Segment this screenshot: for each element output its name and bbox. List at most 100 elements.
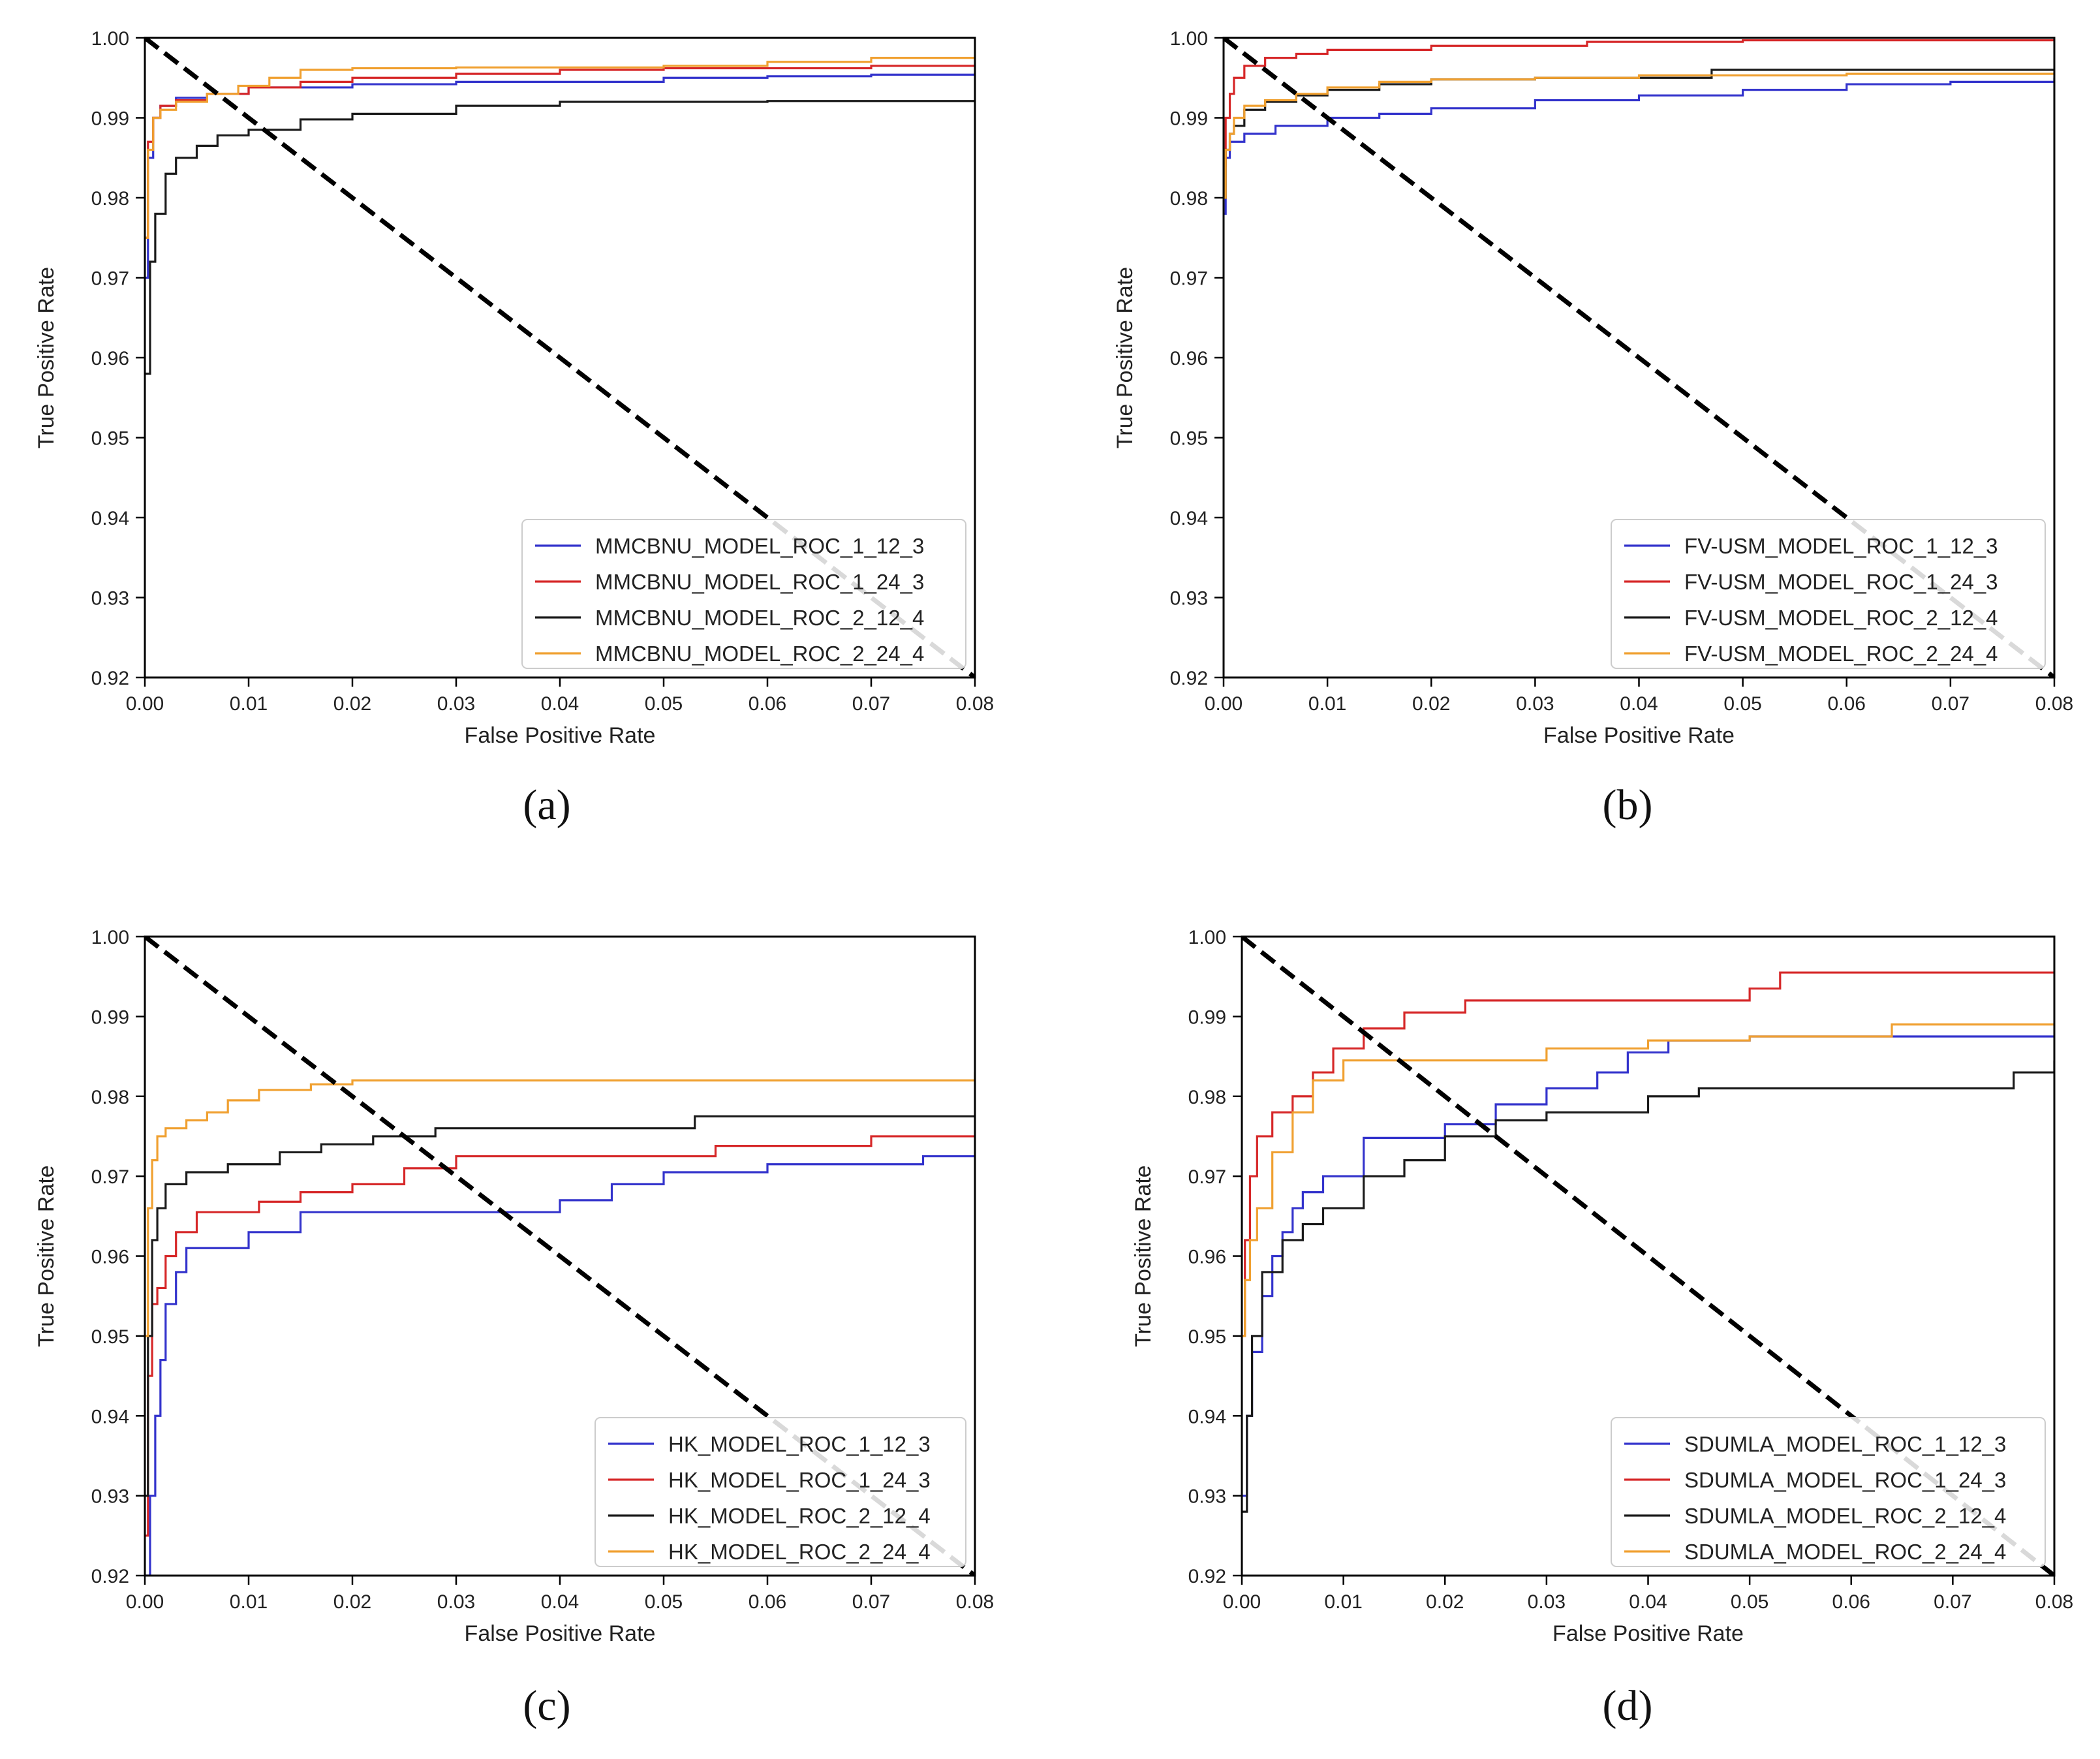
legend-entry: SDUMLA_MODEL_ROC_2_12_4 xyxy=(1684,1504,2006,1528)
legend-entry: MMCBNU_MODEL_ROC_2_12_4 xyxy=(595,606,924,630)
legend-entry: HK_MODEL_ROC_1_24_3 xyxy=(668,1468,931,1492)
x-tick-label: 0.04 xyxy=(541,693,579,715)
panel-caption: (d) xyxy=(1603,1682,1653,1730)
roc-curve-4 xyxy=(1224,72,2054,199)
y-tick-label: 1.00 xyxy=(1170,28,1208,50)
y-tick-label: 0.93 xyxy=(91,588,129,610)
y-tick-label: 0.98 xyxy=(91,188,129,210)
x-tick-label: 0.07 xyxy=(1932,693,1969,715)
y-tick-label: 0.97 xyxy=(91,1166,129,1188)
y-tick-label: 0.94 xyxy=(91,508,129,529)
x-tick-label: 0.02 xyxy=(1412,693,1450,715)
x-tick-label: 0.07 xyxy=(852,693,890,715)
roc-panel-c: 0.00 0.01 0.02 0.03 0.04 0.05 0.06 0.07 0.08 0.92… xyxy=(34,927,994,1730)
y-tick-label: 1.00 xyxy=(91,927,129,948)
y-axis-label: True Positive Rate xyxy=(34,1165,59,1346)
x-tick-label: 0.07 xyxy=(1934,1591,1971,1613)
roc-curve-3 xyxy=(145,1115,975,1497)
roc-curve-2 xyxy=(1242,971,2054,1337)
y-tick-label: 0.99 xyxy=(1170,108,1208,130)
legend-entry: SDUMLA_MODEL_ROC_1_12_3 xyxy=(1684,1432,2006,1456)
roc-curve-4 xyxy=(145,57,975,239)
legend-entry: MMCBNU_MODEL_ROC_1_24_3 xyxy=(595,570,924,594)
x-tick-label: 0.08 xyxy=(2035,693,2073,715)
y-tick-label: 0.99 xyxy=(1188,1006,1226,1028)
roc-curve-1 xyxy=(1224,78,2054,215)
y-tick-label: 0.97 xyxy=(91,268,129,290)
x-tick-label: 0.02 xyxy=(333,1591,371,1613)
x-tick-label: 0.03 xyxy=(1528,1591,1566,1613)
y-tick-label: 0.92 xyxy=(1188,1566,1226,1587)
y-tick-label: 0.96 xyxy=(1188,1247,1226,1268)
y-tick-label: 0.93 xyxy=(1188,1486,1226,1508)
x-tick-label: 0.00 xyxy=(126,1591,164,1613)
y-tick-label: 0.95 xyxy=(91,428,129,450)
legend-entry: SDUMLA_MODEL_ROC_1_24_3 xyxy=(1684,1468,2006,1492)
x-tick-label: 0.02 xyxy=(333,693,371,715)
roc-curve-4 xyxy=(145,1072,975,1337)
y-tick-label: 0.95 xyxy=(91,1326,129,1348)
x-tick-label: 0.01 xyxy=(230,1591,268,1613)
x-tick-label: 0.00 xyxy=(1223,1591,1261,1613)
legend-entry: HK_MODEL_ROC_1_12_3 xyxy=(668,1432,931,1456)
legend-entry: HK_MODEL_ROC_2_12_4 xyxy=(668,1504,931,1528)
y-axis-label: True Positive Rate xyxy=(1113,267,1137,448)
legend-entry: MMCBNU_MODEL_ROC_2_24_4 xyxy=(595,642,924,666)
x-tick-label: 0.03 xyxy=(1516,693,1554,715)
x-tick-label: 0.07 xyxy=(852,1591,890,1613)
y-tick-label: 0.95 xyxy=(1170,428,1208,450)
panel-caption: (b) xyxy=(1603,781,1653,829)
roc-panel-a: 0.00 0.01 0.02 0.03 0.04 0.05 0.06 0.07 0.08 0.92… xyxy=(34,28,994,829)
x-tick-label: 0.06 xyxy=(1832,1591,1870,1613)
y-tick-label: 0.99 xyxy=(91,1006,129,1028)
x-axis-label: False Positive Rate xyxy=(1543,723,1735,748)
x-tick-label: 0.00 xyxy=(1205,693,1243,715)
x-tick-label: 0.08 xyxy=(956,1591,994,1613)
y-tick-label: 0.92 xyxy=(91,1566,129,1587)
y-tick-label: 0.96 xyxy=(91,1247,129,1268)
roc-panel-d: 0.00 0.01 0.02 0.03 0.04 0.05 0.06 0.07 0.08 0.92… xyxy=(1131,927,2073,1730)
y-tick-label: 0.96 xyxy=(1170,348,1208,369)
x-tick-label: 0.05 xyxy=(645,693,683,715)
legend-entry: HK_MODEL_ROC_2_24_4 xyxy=(668,1540,931,1564)
plot-frame xyxy=(1241,935,2056,1577)
x-tick-label: 0.01 xyxy=(1324,1591,1362,1613)
roc-curve-3 xyxy=(145,100,975,375)
legend-box xyxy=(1611,1417,2046,1567)
y-tick-label: 0.94 xyxy=(1170,508,1208,529)
x-tick-label: 0.08 xyxy=(956,693,994,715)
x-tick-label: 0.01 xyxy=(1308,693,1346,715)
y-tick-label: 0.94 xyxy=(91,1406,129,1427)
y-tick-label: 0.93 xyxy=(1170,588,1208,610)
x-tick-label: 0.04 xyxy=(1629,1591,1667,1613)
x-tick-label: 0.05 xyxy=(645,1591,683,1613)
y-tick-label: 0.97 xyxy=(1170,268,1208,290)
legend-entry: SDUMLA_MODEL_ROC_2_24_4 xyxy=(1684,1540,2006,1564)
legend-entry: FV-USM_MODEL_ROC_2_12_4 xyxy=(1684,606,1998,630)
x-axis-label: False Positive Rate xyxy=(465,1621,656,1646)
y-tick-label: 0.99 xyxy=(91,108,129,130)
y-axis-label: True Positive Rate xyxy=(34,267,59,448)
y-tick-label: 0.94 xyxy=(1188,1406,1226,1427)
plot-frame xyxy=(144,935,976,1577)
legend-box xyxy=(521,519,966,669)
legend-box xyxy=(594,1417,966,1567)
roc-curve-2 xyxy=(145,1135,975,1537)
legend-entry: MMCBNU_MODEL_ROC_1_12_3 xyxy=(595,534,924,558)
y-tick-label: 0.92 xyxy=(1170,668,1208,689)
roc-curve-3 xyxy=(1242,1060,2054,1513)
x-tick-label: 0.06 xyxy=(749,1591,786,1613)
y-axis-label: True Positive Rate xyxy=(1131,1165,1156,1346)
x-tick-label: 0.08 xyxy=(2035,1591,2073,1613)
x-axis-label: False Positive Rate xyxy=(1552,1621,1744,1646)
y-tick-label: 0.97 xyxy=(1188,1166,1226,1188)
x-tick-label: 0.05 xyxy=(1723,693,1761,715)
roc-curve-2 xyxy=(1224,39,2054,167)
y-tick-label: 0.95 xyxy=(1188,1326,1226,1348)
x-tick-label: 0.01 xyxy=(230,693,268,715)
x-tick-label: 0.03 xyxy=(437,693,475,715)
plot-frame xyxy=(144,37,976,679)
x-tick-label: 0.04 xyxy=(541,1591,579,1613)
x-tick-label: 0.05 xyxy=(1731,1591,1768,1613)
